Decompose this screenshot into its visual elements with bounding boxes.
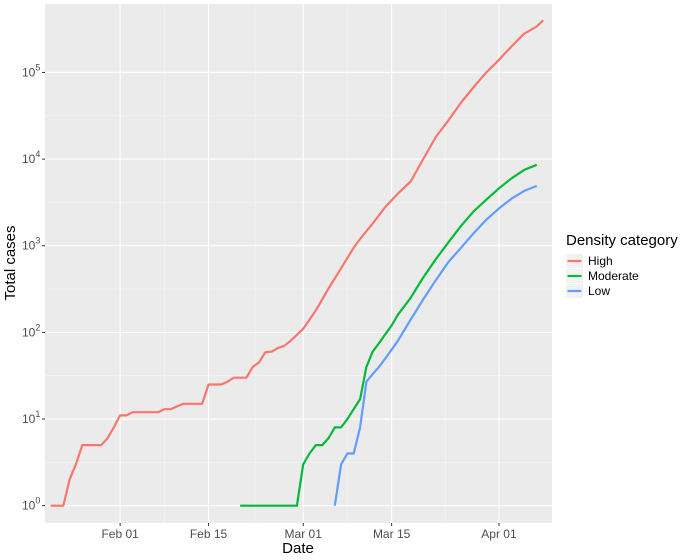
y-tick-exponent: 5 bbox=[35, 62, 40, 72]
y-tick-base: 10 bbox=[22, 65, 36, 79]
y-tick-exponent: 1 bbox=[35, 409, 40, 419]
y-tick-label: 105 bbox=[22, 62, 40, 79]
y-tick-label: 101 bbox=[22, 409, 40, 426]
series-line-moderate bbox=[240, 163, 538, 507]
series-line-low bbox=[333, 184, 538, 506]
y-tick-exponent: 3 bbox=[35, 236, 40, 246]
x-tick-label: Feb 01 bbox=[101, 527, 139, 541]
y-tick-exponent: 0 bbox=[35, 496, 40, 506]
series-layer bbox=[50, 19, 544, 507]
y-tick-label: 103 bbox=[22, 236, 40, 253]
legend-title: Density category bbox=[566, 232, 678, 249]
y-axis-title: Total cases bbox=[2, 225, 19, 300]
y-tick-label: 104 bbox=[22, 149, 40, 166]
y-tick-base: 10 bbox=[22, 239, 36, 253]
x-tick-label: Mar 15 bbox=[373, 527, 411, 541]
series-line-high bbox=[50, 19, 544, 507]
legend-label-low: Low bbox=[588, 284, 610, 298]
y-tick-label: 102 bbox=[22, 322, 40, 339]
y-tick-base: 10 bbox=[22, 412, 36, 426]
grid-minor bbox=[45, 4, 552, 523]
legend-label-high: High bbox=[588, 254, 613, 268]
x-tick-label: Feb 15 bbox=[190, 527, 228, 541]
panel-background bbox=[45, 4, 552, 523]
y-tick-base: 10 bbox=[22, 152, 36, 166]
y-tick-exponent: 2 bbox=[35, 322, 40, 332]
x-tick-label: Apr 01 bbox=[481, 527, 517, 541]
x-tick-label: Mar 01 bbox=[285, 527, 323, 541]
x-axis-ticks: Feb 01 Feb 15 Mar 01 Mar 15 Apr 01 bbox=[101, 523, 517, 541]
y-tick-label: 100 bbox=[22, 496, 40, 513]
legend-label-moderate: Moderate bbox=[588, 269, 639, 283]
y-tick-exponent: 4 bbox=[35, 149, 40, 159]
y-tick-base: 10 bbox=[22, 499, 36, 513]
y-tick-base: 10 bbox=[22, 325, 36, 339]
x-axis-title: Date bbox=[282, 540, 314, 557]
